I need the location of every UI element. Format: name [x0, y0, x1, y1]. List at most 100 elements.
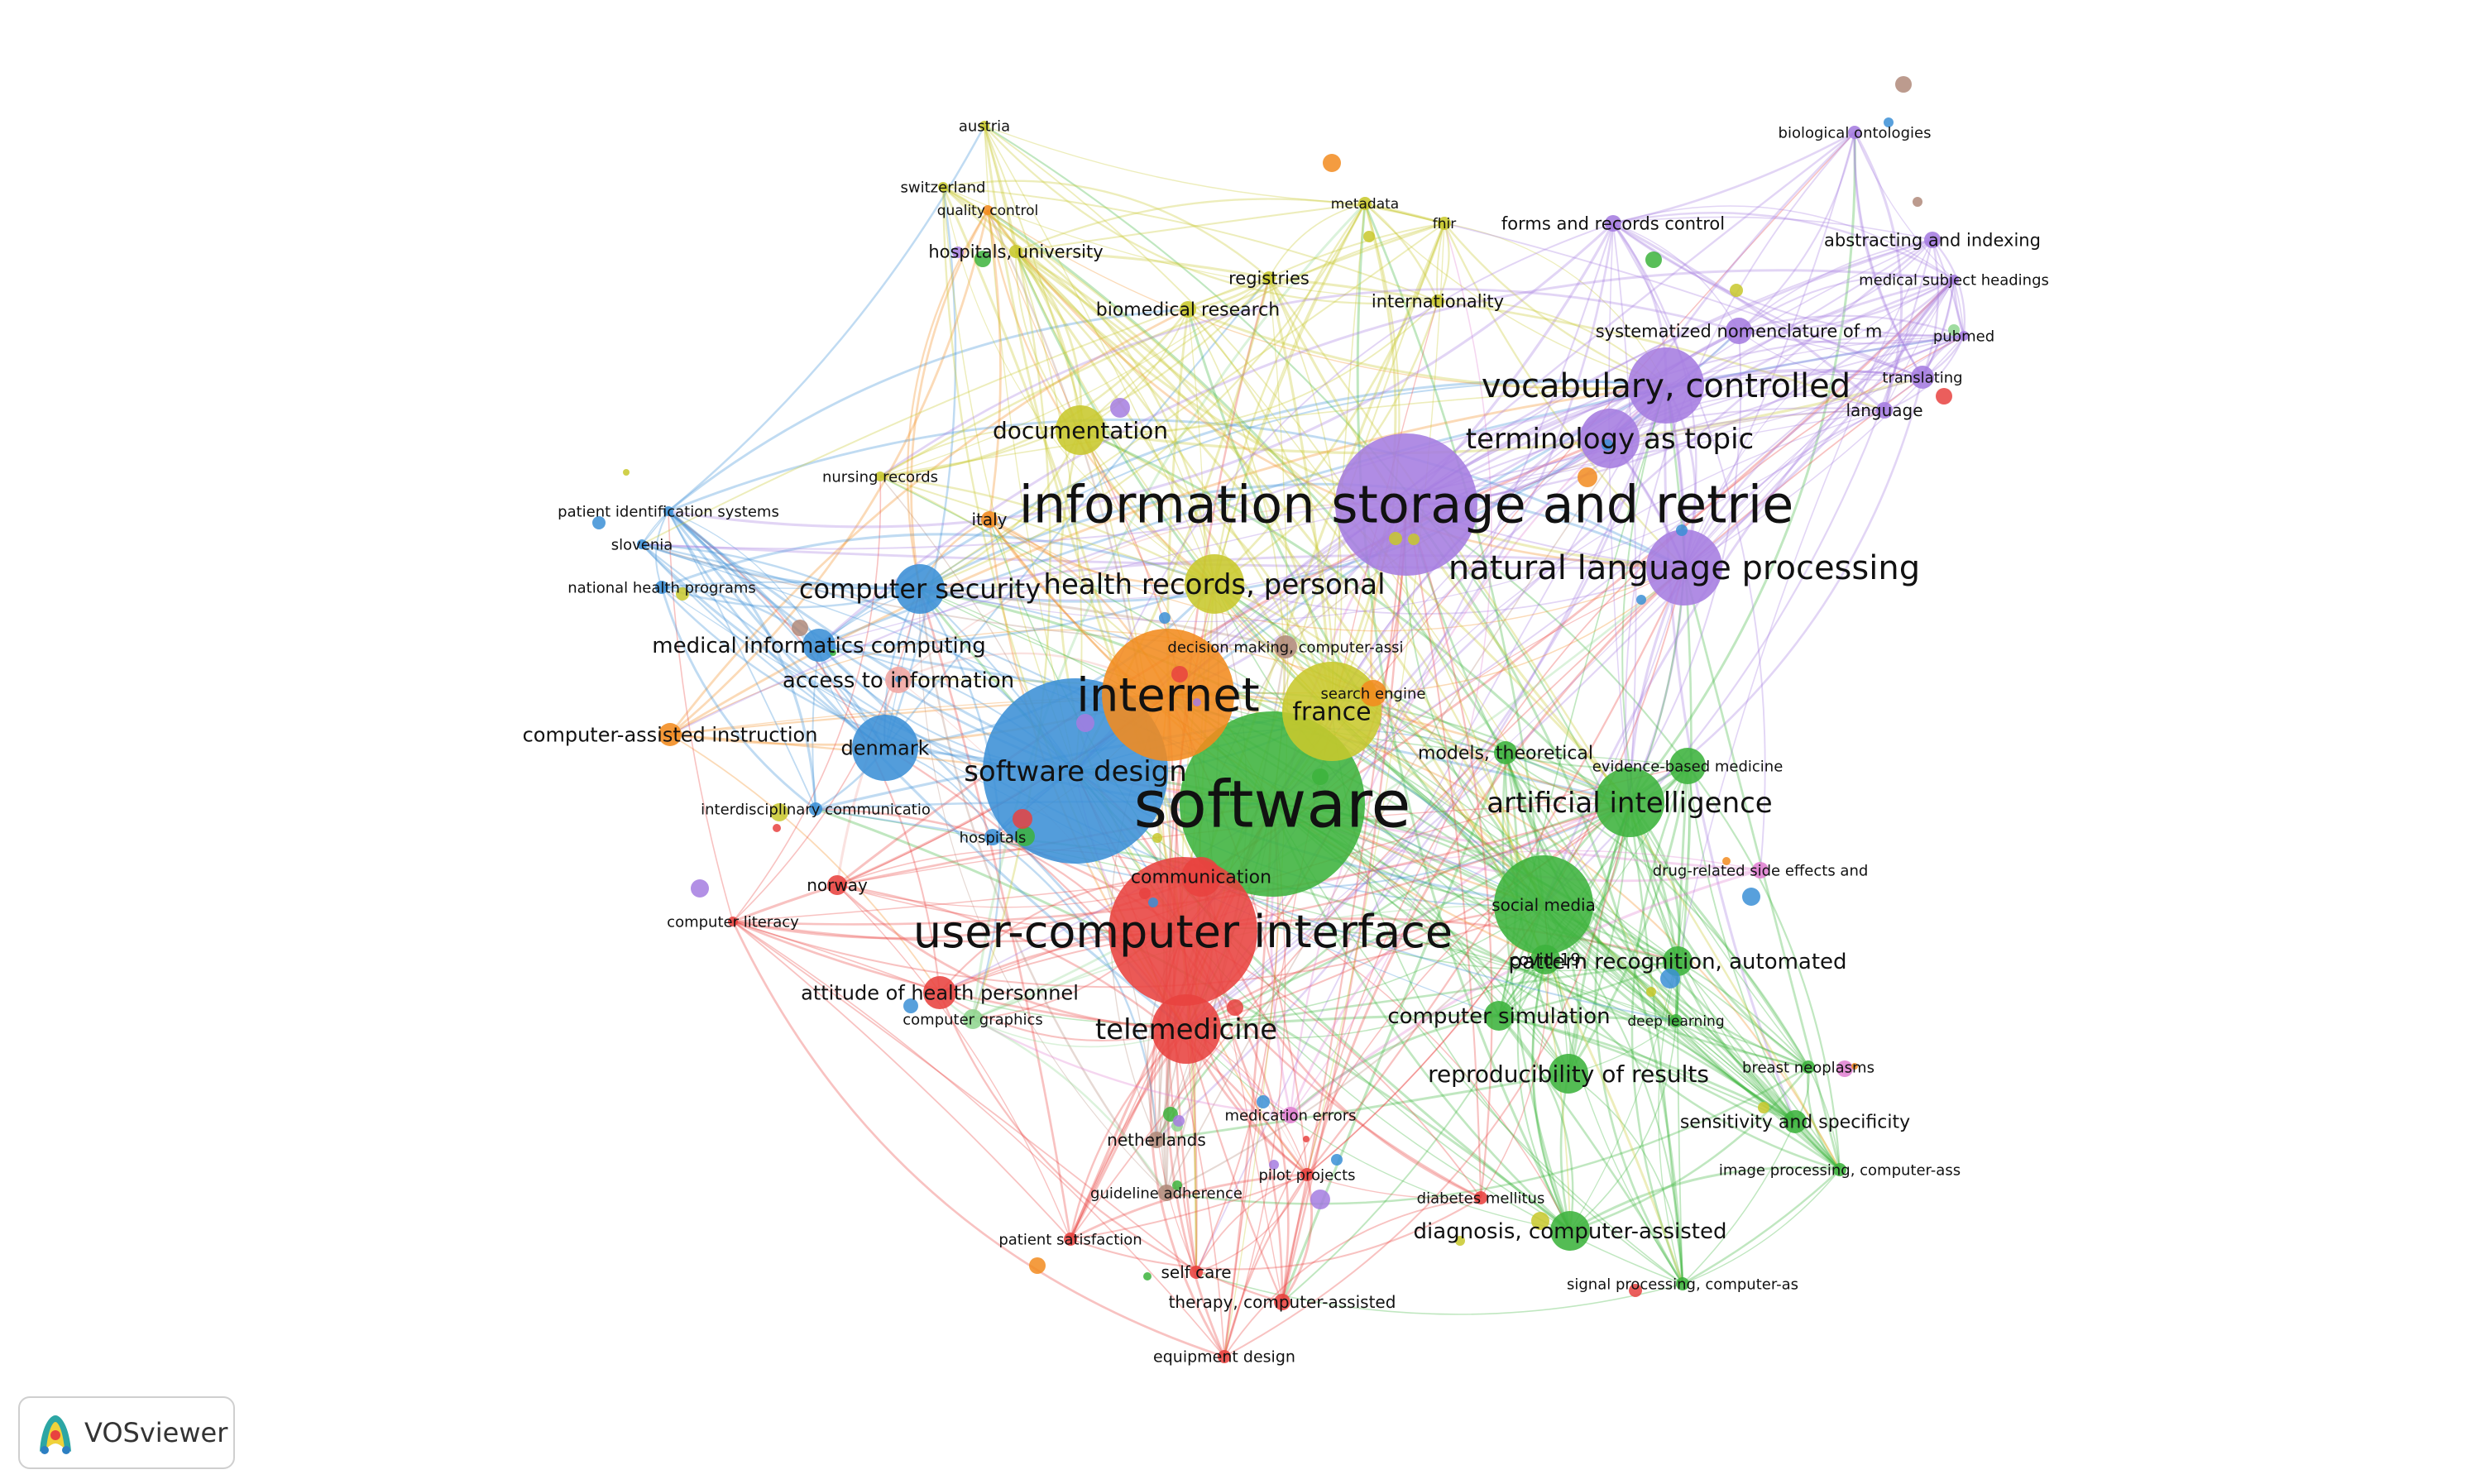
node-registries[interactable]	[1262, 271, 1276, 285]
minor-node[interactable]	[773, 824, 781, 832]
node-label-biomed[interactable]: biomedical research	[1096, 300, 1280, 321]
node-label-compsec[interactable]: computer security	[799, 573, 1041, 605]
node-ai[interactable]	[1595, 768, 1664, 837]
node-label-termtopic[interactable]: terminology as topic	[1466, 423, 1755, 456]
node-diabetes[interactable]	[1474, 1191, 1487, 1204]
minor-node[interactable]	[1143, 1272, 1152, 1281]
minor-node[interactable]	[1310, 1190, 1330, 1209]
node-label-france[interactable]: france	[1292, 698, 1371, 727]
node-internationality[interactable]	[1431, 294, 1444, 308]
minor-node[interactable]	[770, 803, 788, 821]
node-denmark[interactable]	[852, 715, 918, 781]
vosviewer-logo-button[interactable]: VOSviewer	[18, 1396, 235, 1469]
minor-node[interactable]	[1578, 467, 1597, 487]
node-label-austria[interactable]: austria	[959, 117, 1010, 135]
node-label-patrec[interactable]: pattern recognition, automated	[1508, 950, 1846, 974]
minor-node[interactable]	[1303, 1136, 1310, 1142]
minor-node[interactable]	[1636, 595, 1646, 605]
node-label-internationality[interactable]: internationality	[1372, 291, 1504, 311]
node-mic[interactable]	[802, 629, 836, 662]
minor-node[interactable]	[1172, 1180, 1182, 1190]
minor-node[interactable]	[903, 998, 918, 1013]
node-label-diagnosis[interactable]: diagnosis, computer-assisted	[1414, 1219, 1727, 1244]
node-label-netherlands[interactable]: netherlands	[1107, 1130, 1206, 1150]
node-label-norway[interactable]: norway	[807, 875, 868, 895]
node-france[interactable]	[1282, 662, 1381, 761]
node-compsec[interactable]	[895, 564, 945, 614]
minor-node[interactable]	[1193, 698, 1201, 706]
node-compsim[interactable]	[1484, 1001, 1514, 1031]
node-attitude[interactable]	[923, 976, 956, 1009]
node-termtopic[interactable]	[1580, 409, 1640, 468]
node-documentation[interactable]	[1056, 405, 1105, 455]
node-label-repro[interactable]: reproducibility of results	[1428, 1060, 1709, 1088]
node-slovenia[interactable]	[637, 539, 647, 549]
node-label-language[interactable]: language	[1846, 400, 1922, 420]
minor-node[interactable]	[1408, 534, 1420, 545]
node-nlp[interactable]	[1646, 529, 1722, 606]
minor-node[interactable]	[952, 247, 964, 258]
minor-node[interactable]	[1884, 117, 1894, 127]
node-label-evidence[interactable]: evidence-based medicine	[1592, 758, 1784, 775]
minor-node[interactable]	[792, 620, 808, 636]
minor-node[interactable]	[1152, 833, 1162, 843]
minor-node[interactable]	[1895, 76, 1912, 93]
minor-node[interactable]	[1148, 898, 1158, 907]
node-label-slovenia[interactable]: slovenia	[611, 536, 673, 553]
node-telemed[interactable]	[1152, 994, 1221, 1064]
node-label-signalproc[interactable]: signal processing, computer-as	[1567, 1276, 1798, 1293]
node-label-internet[interactable]: internet	[1076, 669, 1259, 723]
node-signalproc[interactable]	[1676, 1277, 1689, 1290]
minor-node[interactable]	[1363, 231, 1375, 242]
node-label-nlp[interactable]: natural language processing	[1448, 549, 1920, 587]
node-imageproc[interactable]	[1833, 1163, 1846, 1176]
node-quality[interactable]	[983, 205, 993, 215]
node-isr[interactable]	[1335, 433, 1477, 576]
node-hospitals[interactable]	[984, 829, 1001, 845]
node-label-complit[interactable]: computer literacy	[667, 913, 799, 931]
node-label-fhir[interactable]: fhir	[1433, 216, 1456, 232]
node-communication[interactable]	[1181, 857, 1221, 897]
node-decision[interactable]	[1274, 635, 1297, 658]
node-label-hrp[interactable]: health records, personal	[1043, 568, 1385, 601]
minor-node[interactable]	[1455, 1236, 1465, 1246]
node-label-a2i[interactable]: access to information	[783, 668, 1014, 693]
node-label-nhp[interactable]: national health programs	[567, 579, 756, 596]
node-label-communication[interactable]: communication	[1131, 868, 1271, 888]
node-label-hospitals[interactable]: hospitals	[960, 829, 1027, 846]
minor-node[interactable]	[1389, 532, 1402, 545]
minor-node[interactable]	[1257, 1095, 1270, 1108]
node-italy[interactable]	[981, 511, 998, 528]
node-breast[interactable]	[1802, 1060, 1815, 1074]
node-models[interactable]	[1494, 741, 1517, 764]
minor-node[interactable]	[1029, 1257, 1046, 1274]
node-deeplearning[interactable]	[1669, 1014, 1683, 1027]
minor-node[interactable]	[1676, 524, 1688, 536]
node-label-italy[interactable]: italy	[971, 510, 1007, 529]
minor-node[interactable]	[1269, 1160, 1279, 1170]
node-label-switzerland[interactable]: switzerland	[901, 179, 986, 196]
minor-node[interactable]	[1171, 666, 1188, 682]
minor-node[interactable]	[1173, 1115, 1185, 1127]
minor-node[interactable]	[1531, 1212, 1549, 1230]
node-label-denmark[interactable]: denmark	[840, 736, 929, 759]
minor-node[interactable]	[1323, 154, 1341, 172]
node-label-diabetes[interactable]: diabetes mellitus	[1417, 1190, 1545, 1207]
node-norway[interactable]	[827, 875, 847, 895]
node-label-covid[interactable]: covid-19	[1510, 950, 1581, 969]
node-selfcare[interactable]	[1190, 1266, 1203, 1279]
minor-node[interactable]	[1602, 439, 1613, 451]
node-guideline[interactable]	[1158, 1185, 1175, 1201]
node-label-patid[interactable]: patient identification systems	[558, 503, 779, 520]
node-biomed[interactable]	[1180, 301, 1196, 318]
node-label-sens[interactable]: sensitivity and specificity	[1680, 1113, 1910, 1133]
minor-node[interactable]	[1015, 826, 1035, 846]
node-equipment[interactable]	[1218, 1350, 1231, 1363]
node-label-imageproc[interactable]: image processing, computer-ass	[1719, 1161, 1961, 1179]
node-snomed[interactable]	[1726, 318, 1752, 344]
node-socialmedia[interactable]	[1494, 855, 1593, 955]
node-translating[interactable]	[1911, 366, 1934, 389]
node-label-compsim[interactable]: computer simulation	[1387, 1004, 1610, 1029]
node-label-compgraph[interactable]: computer graphics	[903, 1011, 1043, 1028]
node-label-pubmed[interactable]: pubmed	[1933, 328, 1994, 345]
